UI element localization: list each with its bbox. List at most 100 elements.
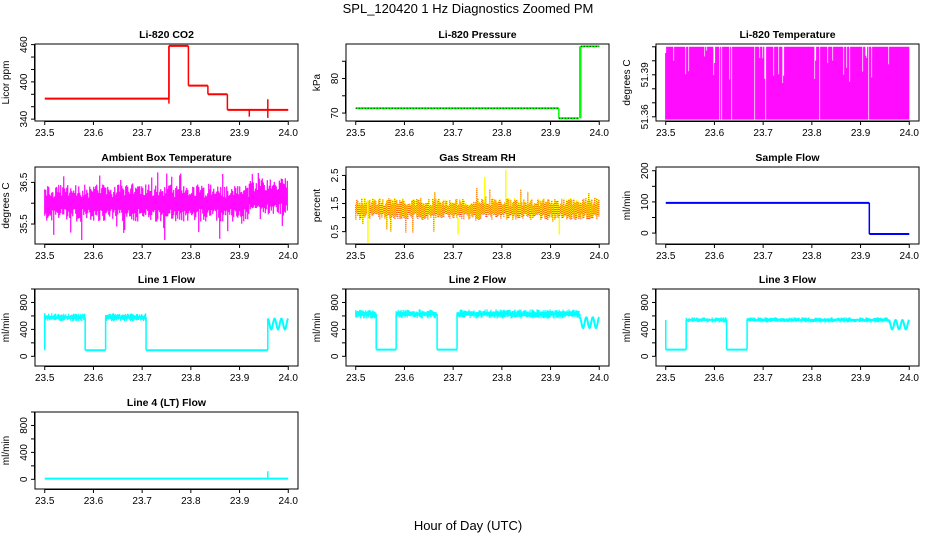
overlay-dot xyxy=(410,205,412,207)
overlay-dot xyxy=(436,212,438,214)
overlay-dot xyxy=(439,208,441,210)
overlay-dot xyxy=(416,214,418,216)
overlay-dot xyxy=(504,212,506,213)
overlay-dot xyxy=(446,205,448,207)
overlay-dot xyxy=(456,205,458,207)
overlay-dot xyxy=(508,207,510,209)
overlay-dot xyxy=(490,211,492,213)
overlay-dot xyxy=(482,213,484,215)
overlay-dot xyxy=(542,202,544,204)
overlay-dot xyxy=(442,215,444,217)
overlay-dot xyxy=(441,216,443,218)
y-tick-label: 400 xyxy=(330,321,341,338)
overlay-dot xyxy=(408,209,410,211)
overlay-dot xyxy=(540,212,542,214)
overlay-dot xyxy=(482,200,484,202)
overlay-dot xyxy=(536,211,538,213)
overlay-dot xyxy=(492,202,494,204)
overlay-dot xyxy=(440,214,442,216)
overlay-dot xyxy=(543,199,545,201)
overlay-dot xyxy=(566,212,568,214)
overlay-dot xyxy=(485,204,487,206)
overlay-dot xyxy=(539,212,541,214)
overlay-dot xyxy=(406,215,408,217)
overlay-dot xyxy=(561,211,563,213)
overlay-dot xyxy=(509,208,511,210)
overlay-dot xyxy=(573,209,575,211)
overlay-dot xyxy=(542,206,544,208)
overlay-dot xyxy=(372,206,374,208)
overlay-dot xyxy=(510,208,512,210)
overlay-dot xyxy=(360,211,362,213)
overlay-dot xyxy=(435,214,437,216)
overlay-dot xyxy=(373,203,375,205)
overlay-dot xyxy=(374,210,376,211)
overlay-dot xyxy=(431,210,433,212)
overlay-dot xyxy=(464,205,466,207)
overlay-dot xyxy=(505,208,507,210)
overlay-dot xyxy=(537,204,539,205)
overlay-dot xyxy=(498,203,500,205)
overlay-dot xyxy=(520,205,522,207)
overlay-dot xyxy=(595,205,597,206)
overlay-dot xyxy=(518,210,520,212)
overlay-dot xyxy=(546,208,548,210)
overlay-dot xyxy=(546,210,548,212)
overlay-dot xyxy=(547,218,549,220)
overlay-dot xyxy=(375,209,377,210)
overlay-dot xyxy=(503,214,505,216)
overlay-dot xyxy=(416,201,418,203)
overlay-dot xyxy=(417,206,419,208)
overlay-dot xyxy=(576,207,578,209)
overlay-dot xyxy=(429,210,431,211)
overlay-dot xyxy=(402,214,404,216)
overlay-dot xyxy=(359,209,361,211)
overlay-dot xyxy=(512,216,514,218)
overlay-dot xyxy=(472,214,474,216)
overlay-dot xyxy=(586,214,588,216)
overlay-dot xyxy=(388,198,390,200)
overlay-dot xyxy=(475,202,477,204)
overlay-dot xyxy=(407,208,409,210)
overlay-dot xyxy=(359,218,361,220)
overlay-dot xyxy=(406,205,408,207)
overlay-dot xyxy=(381,216,383,218)
overlay-dot xyxy=(360,207,362,209)
overlay-dot xyxy=(412,208,414,210)
overlay-dot xyxy=(519,207,521,209)
overlay-dot xyxy=(404,213,406,215)
overlay-dot xyxy=(525,210,527,212)
overlay-dot xyxy=(402,201,404,203)
overlay-dot xyxy=(558,205,560,207)
overlay-dot xyxy=(378,210,380,212)
overlay-dot xyxy=(443,216,445,218)
overlay-dot xyxy=(373,201,375,203)
overlay-dot xyxy=(473,206,475,207)
overlay-dot xyxy=(466,209,468,211)
overlay-dot xyxy=(556,209,558,211)
overlay-dot xyxy=(521,204,523,206)
overlay-dot xyxy=(449,213,451,215)
overlay-dot xyxy=(357,207,359,208)
overlay-dot xyxy=(373,207,375,209)
overlay-dot xyxy=(593,203,595,205)
overlay-dot xyxy=(414,204,416,206)
overlay-dot xyxy=(432,198,434,200)
overlay-dot xyxy=(375,211,377,212)
x-tick-label: 23.7 xyxy=(753,128,773,139)
overlay-dot xyxy=(420,198,422,200)
overlay-dot xyxy=(539,206,541,208)
x-tick-label: 23.9 xyxy=(230,128,250,139)
overlay-dot xyxy=(557,216,559,218)
overlay-dot xyxy=(412,231,414,233)
overlay-dot xyxy=(395,204,397,206)
x-tick-label: 23.8 xyxy=(802,373,822,384)
overlay-dot xyxy=(569,217,571,219)
x-tick-label: 23.6 xyxy=(84,496,104,507)
overlay-dot xyxy=(481,201,483,203)
overlay-dot xyxy=(521,202,523,204)
overlay-dot xyxy=(544,207,546,209)
overlay-dot xyxy=(587,214,589,216)
overlay-dot xyxy=(503,210,505,212)
